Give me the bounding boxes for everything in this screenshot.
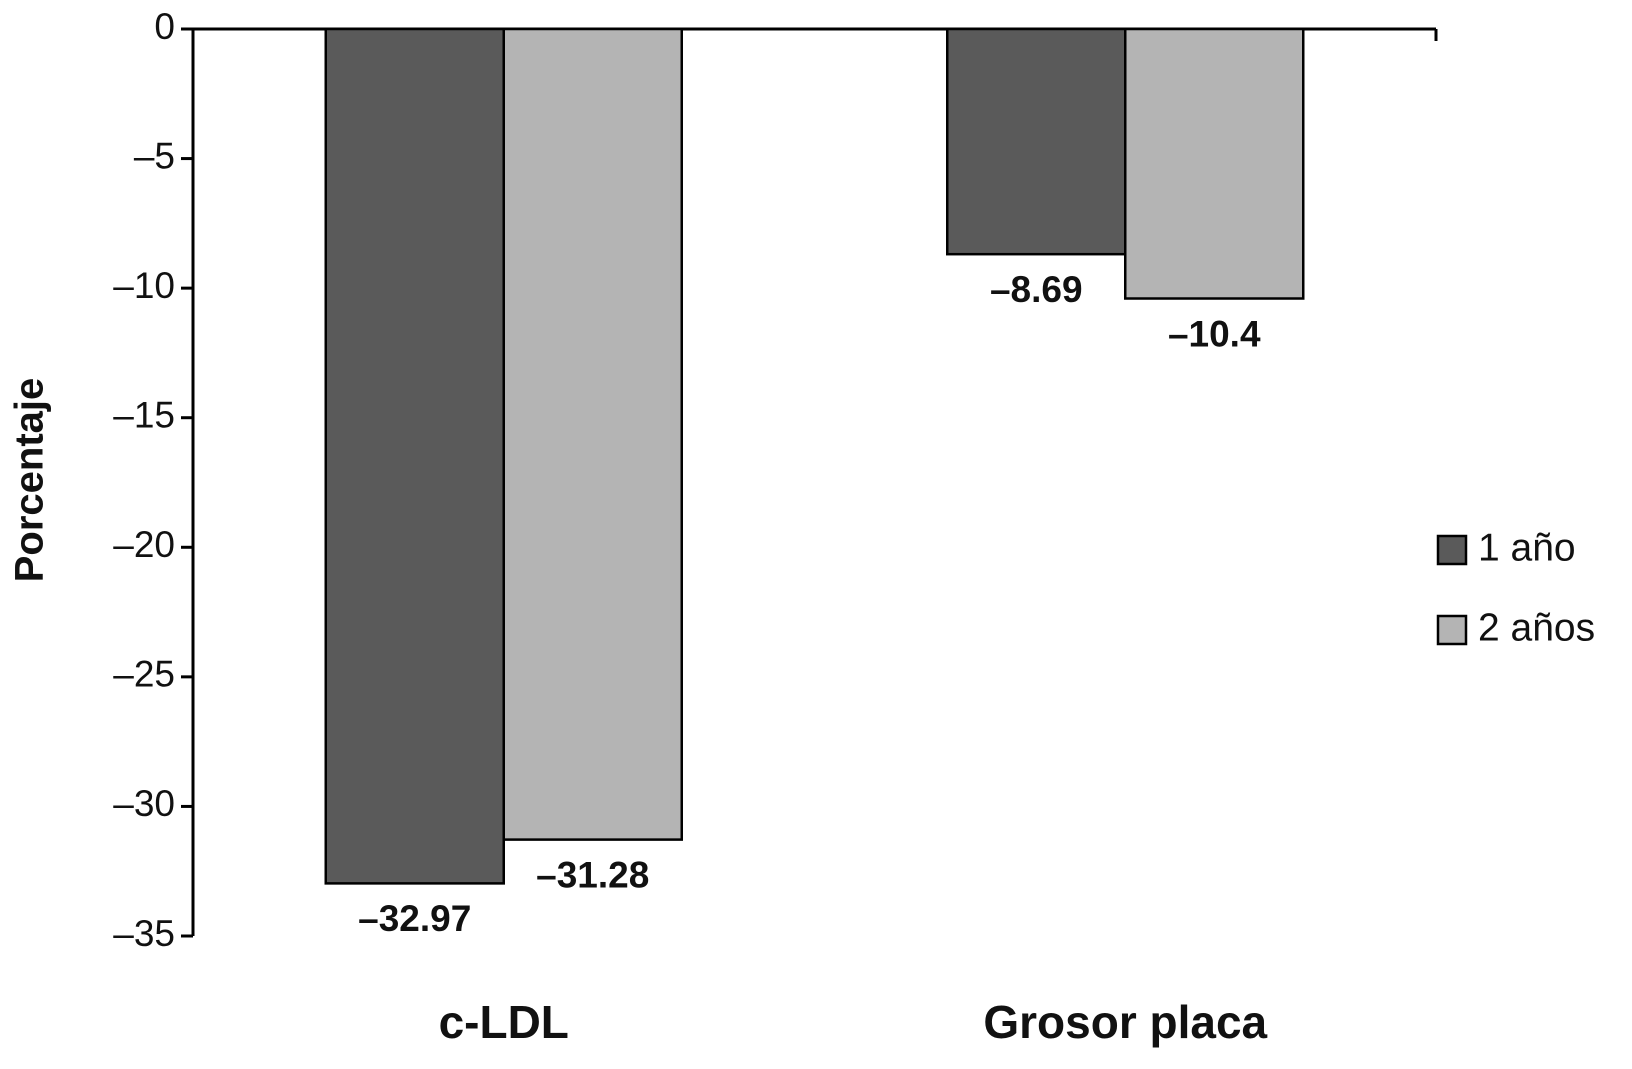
legend-label: 1 año <box>1478 526 1576 569</box>
value-label: –10.4 <box>1168 313 1261 354</box>
y-tick-label: –35 <box>113 913 175 954</box>
x-tick-label: c-LDL <box>439 996 569 1048</box>
legend-label: 2 años <box>1478 606 1595 649</box>
y-tick-label: 0 <box>154 6 175 47</box>
y-tick-label: –15 <box>113 394 175 435</box>
bar <box>946 27 1127 256</box>
y-tick-label: –10 <box>113 265 175 306</box>
y-axis-label: Porcentaje <box>8 378 52 583</box>
x-tick-label: Grosor placa <box>983 996 1267 1048</box>
bar <box>1124 27 1305 300</box>
legend-swatch <box>1436 534 1468 566</box>
bar <box>502 27 683 841</box>
legend-swatch <box>1436 614 1468 646</box>
bar <box>324 27 505 885</box>
y-tick-label: –5 <box>134 135 175 176</box>
y-tick-label: –30 <box>113 783 175 824</box>
value-label: –32.97 <box>358 898 471 939</box>
y-tick-label: –20 <box>113 524 175 565</box>
y-tick-label: –25 <box>113 654 175 695</box>
value-label: –31.28 <box>536 854 649 895</box>
value-label: –8.69 <box>990 269 1083 310</box>
